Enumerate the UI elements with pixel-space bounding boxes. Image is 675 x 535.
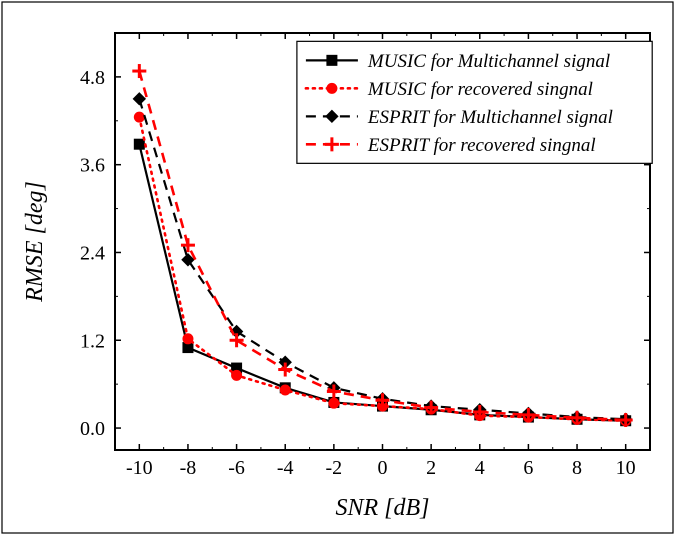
xtick-label: 8 xyxy=(572,457,582,479)
xtick-label: 2 xyxy=(426,457,436,479)
xtick-label: -8 xyxy=(180,457,197,479)
legend-label-esprit_multi: ESPRIT for Multichannel signal xyxy=(367,107,613,128)
xtick-label: 10 xyxy=(616,457,636,479)
ytick-label: 0.0 xyxy=(80,418,105,440)
ytick-label: 2.4 xyxy=(80,242,105,264)
xtick-label: -6 xyxy=(228,457,245,479)
legend-label-music_rec: MUSIC for recovered singnal xyxy=(367,79,593,100)
x-axis-label: SNR [dB] xyxy=(335,495,429,521)
chart-svg: -10 -8 -6 -4 -2 0 2 4 6 8 10 0.0 1.2 2.4 3.6 4.8 SNR [dB… xyxy=(0,0,675,535)
xtick-label: -4 xyxy=(277,457,294,479)
xtick-label: 0 xyxy=(378,457,388,479)
xtick-label: -2 xyxy=(326,457,343,479)
xtick-label: 6 xyxy=(523,457,533,479)
legend: MUSIC for Multichannel signal MUSIC for r… xyxy=(297,41,652,163)
ytick-label: 3.6 xyxy=(80,155,105,177)
ytick-label: 4.8 xyxy=(80,67,105,89)
xtick-label: -10 xyxy=(126,457,153,479)
xtick-label: 4 xyxy=(475,457,485,479)
ytick-label: 1.2 xyxy=(80,330,105,352)
chart-container: -10 -8 -6 -4 -2 0 2 4 6 8 10 0.0 1.2 2.4 3.6 4.8 SNR [dB… xyxy=(0,0,675,535)
y-axis-label: RMSE [deg] xyxy=(22,181,48,303)
legend-label-music_multi: MUSIC for Multichannel signal xyxy=(367,51,610,72)
legend-label-esprit_rec: ESPRIT for recovered singnal xyxy=(367,135,596,156)
